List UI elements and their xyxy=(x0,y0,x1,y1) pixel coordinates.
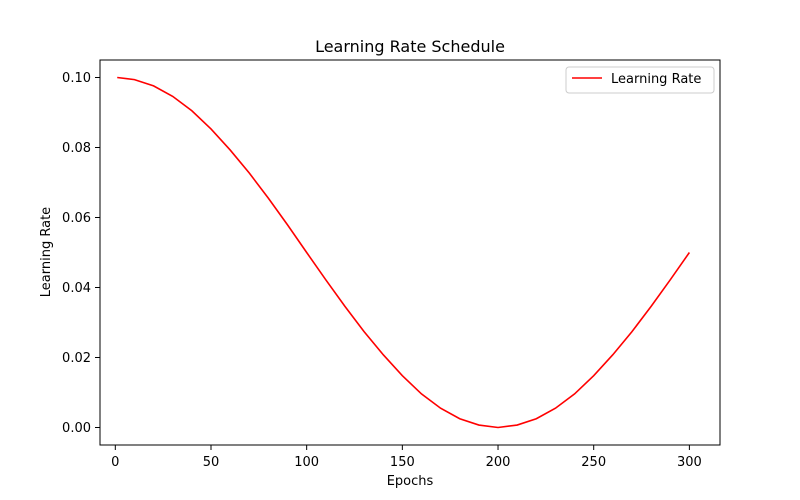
legend-label-learning-rate: Learning Rate xyxy=(611,72,701,87)
x-axis: 0 50 100 150 200 250 300 xyxy=(111,445,702,470)
x-tick-label: 50 xyxy=(203,455,220,470)
legend: Learning Rate xyxy=(565,66,715,94)
y-tick-label: 0.10 xyxy=(62,71,91,86)
legend-box xyxy=(565,66,715,94)
series-line-learning-rate xyxy=(117,76,691,429)
x-tick-label: 200 xyxy=(486,455,511,470)
y-tick-label: 0.04 xyxy=(62,281,91,296)
x-tick-label: 150 xyxy=(390,455,415,470)
x-tick-label: 0 xyxy=(111,455,119,470)
y-tick-label: 0.00 xyxy=(62,421,91,436)
y-tick-label: 0.02 xyxy=(62,351,91,366)
plot-frame xyxy=(99,59,721,446)
y-axis-title: Learning Rate xyxy=(39,207,54,297)
y-tick-label: 0.06 xyxy=(62,211,91,226)
x-tick-label: 250 xyxy=(581,455,606,470)
x-tick-label: 100 xyxy=(294,455,319,470)
y-tick-label: 0.08 xyxy=(62,141,91,156)
x-tick-label: 300 xyxy=(677,455,702,470)
y-axis: 0.00 0.02 0.04 0.06 0.08 0.10 xyxy=(62,71,100,436)
x-axis-title: Epochs xyxy=(387,474,434,489)
chart-title: Learning Rate Schedule xyxy=(315,37,505,56)
